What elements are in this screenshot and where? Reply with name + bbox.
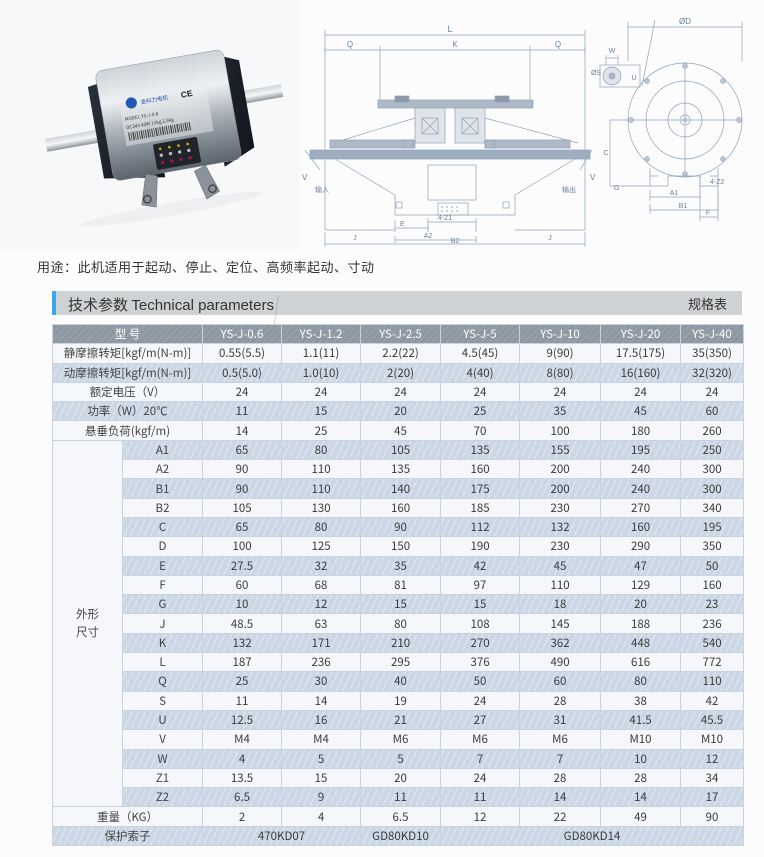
svg-text:4-Z2: 4-Z2 [710,179,725,186]
svg-text:A2: A2 [424,233,433,240]
svg-text:E: E [400,221,405,228]
svg-text:F: F [706,210,710,217]
svg-text:输出: 输出 [562,185,576,194]
svg-text:Q: Q [347,40,353,49]
svg-text:B2: B2 [451,238,460,245]
svg-text:W: W [609,48,616,55]
svg-text:输入: 输入 [315,185,329,194]
svg-text:A1: A1 [670,190,679,197]
svg-text:Q: Q [555,40,561,49]
svg-text:G: G [614,185,619,192]
svg-text:ØD: ØD [679,17,691,26]
svg-text:ØS: ØS [591,70,601,77]
svg-text:V: V [590,173,596,182]
svg-text:L: L [447,24,452,34]
svg-text:C: C [603,150,608,157]
svg-text:K: K [452,40,458,49]
svg-text:J: J [353,235,357,242]
svg-text:CE: CE [180,88,194,100]
svg-text:U: U [631,75,636,82]
svg-text:B1: B1 [679,203,688,210]
svg-text:J: J [548,235,552,242]
svg-text:4-Z1: 4-Z1 [438,215,453,222]
svg-text:V: V [302,173,308,182]
